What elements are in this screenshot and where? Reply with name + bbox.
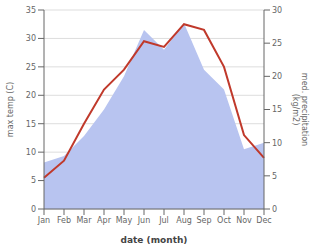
svg-text:date (month): date (month) [121, 235, 188, 245]
svg-text:med. precipitation(kg/m2): med. precipitation(kg/m2) [291, 73, 309, 146]
svg-text:Feb: Feb [57, 216, 71, 225]
svg-text:max temp (C): max temp (C) [6, 82, 15, 137]
svg-text:25: 25 [26, 63, 36, 72]
svg-text:Apr: Apr [97, 216, 112, 225]
svg-text:10: 10 [272, 139, 282, 148]
svg-text:May: May [116, 216, 133, 225]
svg-text:15: 15 [272, 105, 282, 114]
svg-text:5: 5 [31, 176, 36, 185]
svg-text:5: 5 [272, 172, 277, 181]
svg-text:Jan: Jan [37, 216, 50, 225]
svg-text:Nov: Nov [236, 216, 252, 225]
svg-text:20: 20 [26, 91, 36, 100]
svg-text:Dec: Dec [256, 216, 271, 225]
svg-text:30: 30 [26, 34, 36, 43]
svg-text:Oct: Oct [217, 216, 231, 225]
svg-text:Aug: Aug [176, 216, 192, 225]
svg-text:Mar: Mar [76, 216, 92, 225]
svg-text:Jun: Jun [137, 216, 151, 225]
svg-text:15: 15 [26, 120, 36, 129]
svg-text:10: 10 [26, 148, 36, 157]
svg-text:0: 0 [31, 205, 36, 214]
svg-text:Sep: Sep [196, 216, 211, 225]
svg-text:Jul: Jul [158, 216, 169, 225]
svg-text:25: 25 [272, 39, 282, 48]
svg-text:35: 35 [26, 6, 36, 15]
svg-text:30: 30 [272, 6, 282, 15]
svg-text:20: 20 [272, 72, 282, 81]
svg-text:0: 0 [272, 205, 277, 214]
